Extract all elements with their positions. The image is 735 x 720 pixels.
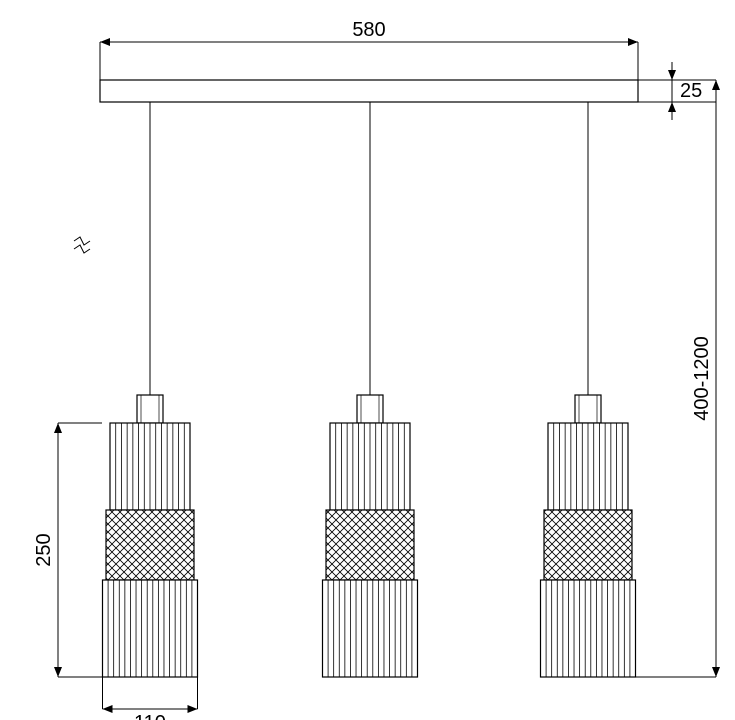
svg-text:110: 110 [134, 712, 166, 720]
svg-text:25: 25 [680, 80, 702, 102]
drawing-svg: 580 25 400-1200 250 110 [0, 0, 735, 720]
svg-text:400-1200: 400-1200 [691, 336, 713, 421]
technical-drawing: 580 25 400-1200 250 110 [0, 0, 735, 720]
svg-text:250: 250 [33, 533, 55, 566]
svg-text:580: 580 [352, 19, 385, 41]
